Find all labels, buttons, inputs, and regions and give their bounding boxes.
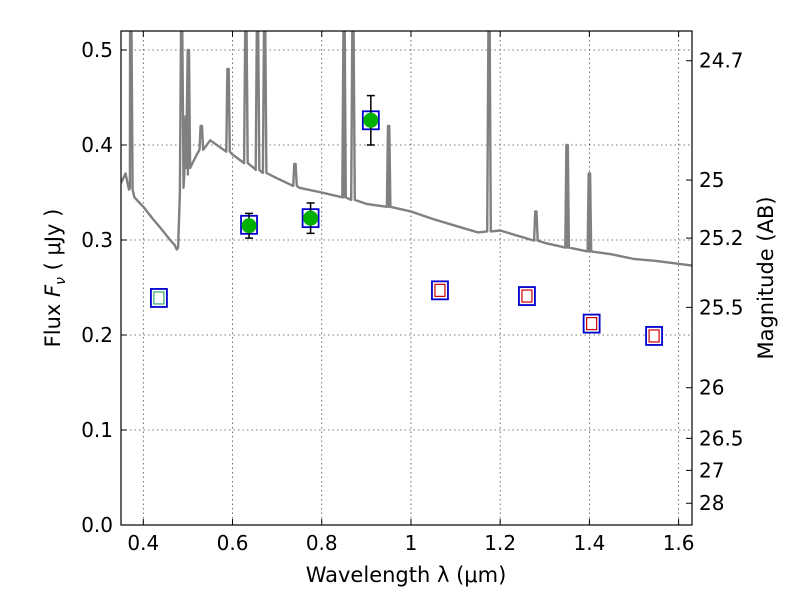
model-photometry-box bbox=[645, 326, 663, 346]
predicted-flux-marker bbox=[648, 329, 660, 343]
detected-point bbox=[363, 112, 379, 128]
y-axis-label: Flux Fν ( μJy ) bbox=[41, 209, 69, 348]
y-tick-label: 0.3 bbox=[81, 228, 113, 252]
predicted-flux-marker bbox=[586, 317, 598, 331]
x-tick-label: 0.6 bbox=[217, 531, 249, 555]
right-tick-label: 28 bbox=[699, 491, 724, 515]
right-tick-label: 24.7 bbox=[699, 49, 744, 73]
plot-frame bbox=[120, 30, 693, 526]
right-tick-label: 25 bbox=[699, 168, 724, 192]
y-label-part: Flux bbox=[41, 297, 65, 347]
right-tick-label: 26.5 bbox=[699, 426, 744, 450]
x-tick-label: 1.4 bbox=[573, 531, 605, 555]
predicted-flux-marker bbox=[434, 283, 446, 297]
model-photometry-box bbox=[518, 286, 536, 306]
right-tick-label: 27 bbox=[699, 458, 724, 482]
y-label-unit: ( μJy ) bbox=[41, 209, 65, 277]
y-tick-label: 0.1 bbox=[81, 418, 113, 442]
grid-lines bbox=[121, 31, 692, 526]
y-tick-label: 0.2 bbox=[81, 323, 113, 347]
plot-area bbox=[121, 31, 692, 346]
x-tick-label: 1 bbox=[405, 531, 418, 555]
y-tick-label: 0.0 bbox=[81, 513, 113, 537]
right-tick-label: 25.5 bbox=[699, 295, 744, 319]
x-tick-label: 1.2 bbox=[484, 531, 516, 555]
right-tick-label: 26 bbox=[699, 376, 724, 400]
y-label-symbol: F bbox=[41, 284, 65, 297]
y-tick-label: 0.4 bbox=[81, 133, 113, 157]
y-tick-label: 0.5 bbox=[81, 38, 113, 62]
x-axis-label: Wavelength λ (μm) bbox=[306, 563, 507, 587]
model-photometry-box bbox=[431, 280, 449, 301]
x-tick-label: 0.4 bbox=[127, 531, 159, 555]
x-tick-label: 0.8 bbox=[306, 531, 338, 555]
model-photometry-box bbox=[582, 313, 601, 334]
x-tick-label: 1.6 bbox=[663, 531, 695, 555]
detected-point bbox=[303, 210, 319, 226]
y-label-subscript: ν bbox=[53, 277, 69, 285]
predicted-flux-marker bbox=[153, 291, 165, 305]
detected-point bbox=[241, 218, 257, 234]
model-spectrum-line bbox=[121, 31, 692, 267]
predicted-flux-marker bbox=[521, 289, 533, 303]
model-photometry-box bbox=[150, 288, 168, 308]
axes: 0.4 0.6 0.8 1 1.2 1.4 1.6 0.0 0.1 0.2 0.3 0.4 0.5 24.… bbox=[81, 31, 744, 555]
y-axis-right-label: Magnitude (AB) bbox=[754, 196, 778, 359]
right-tick-label: 25.2 bbox=[699, 226, 744, 250]
